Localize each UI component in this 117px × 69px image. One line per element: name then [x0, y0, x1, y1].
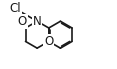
- Text: Cl: Cl: [10, 2, 21, 15]
- Text: N: N: [33, 15, 42, 28]
- Text: O: O: [17, 15, 27, 28]
- Text: O: O: [44, 35, 53, 48]
